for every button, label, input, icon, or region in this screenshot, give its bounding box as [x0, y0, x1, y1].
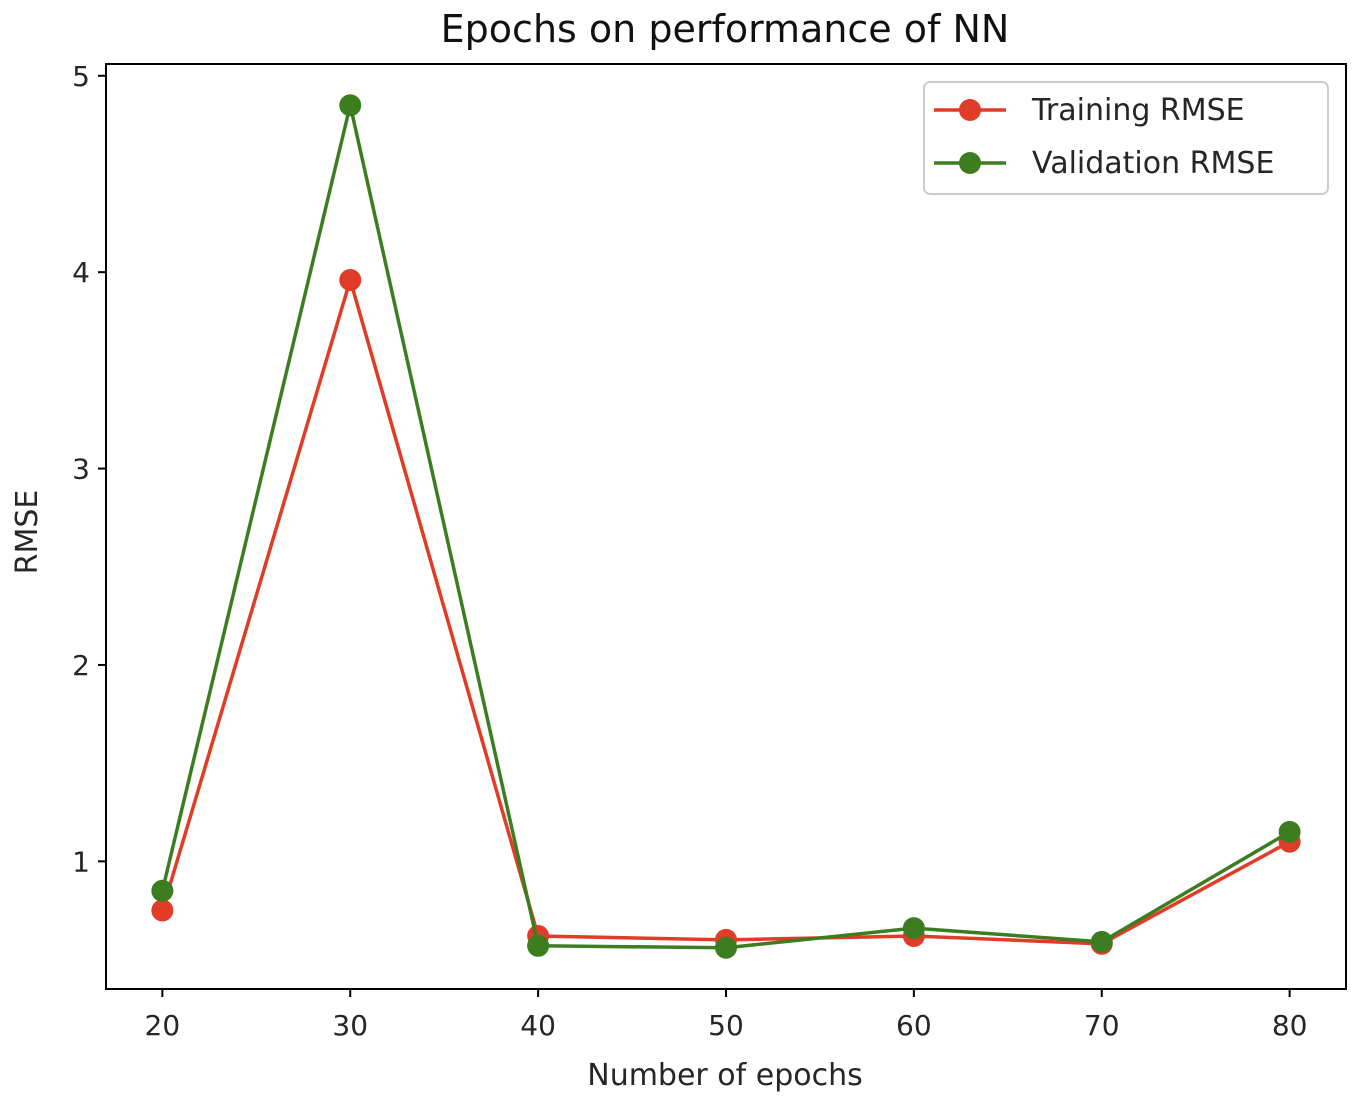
data-point	[151, 899, 174, 922]
x-axis-label: Number of epochs	[587, 1058, 863, 1093]
data-point	[1278, 820, 1301, 843]
plot-area	[105, 63, 1347, 990]
x-tick-label: 80	[1272, 1009, 1308, 1042]
y-tick-label: 3	[72, 453, 90, 486]
data-point	[1090, 930, 1113, 953]
x-tick-label: 20	[145, 1009, 181, 1042]
x-tick-label: 70	[1084, 1009, 1120, 1042]
data-point	[902, 917, 925, 940]
data-point	[527, 934, 550, 957]
chart-title: Epochs on performance of NN	[441, 7, 1010, 51]
y-axis-label: RMSE	[10, 490, 45, 575]
x-tick-label: 60	[896, 1009, 932, 1042]
series-validation-rmse	[151, 94, 1301, 959]
y-tick-label: 4	[72, 256, 90, 289]
legend-label: Training RMSE	[1031, 93, 1245, 128]
y-axis-ticks: 1 2 3 4 5	[72, 60, 106, 878]
legend-box	[923, 81, 1329, 195]
x-tick-label: 50	[708, 1009, 744, 1042]
x-tick-label: 40	[520, 1009, 556, 1042]
x-axis-ticks: 20 30 40 50 60 70 80	[145, 989, 1308, 1042]
legend-label: Validation RMSE	[1032, 146, 1274, 181]
data-point	[339, 269, 362, 292]
legend-marker	[959, 99, 981, 121]
series-layer	[151, 94, 1301, 959]
x-tick-label: 30	[332, 1009, 368, 1042]
y-tick-label: 2	[72, 649, 90, 682]
y-tick-label: 1	[72, 845, 90, 878]
legend-marker	[959, 152, 981, 174]
y-tick-label: 5	[72, 60, 90, 93]
data-point	[715, 936, 737, 959]
data-point	[339, 94, 362, 117]
data-point	[151, 879, 174, 902]
legend: Training RMSE Validation RMSE	[923, 81, 1329, 195]
